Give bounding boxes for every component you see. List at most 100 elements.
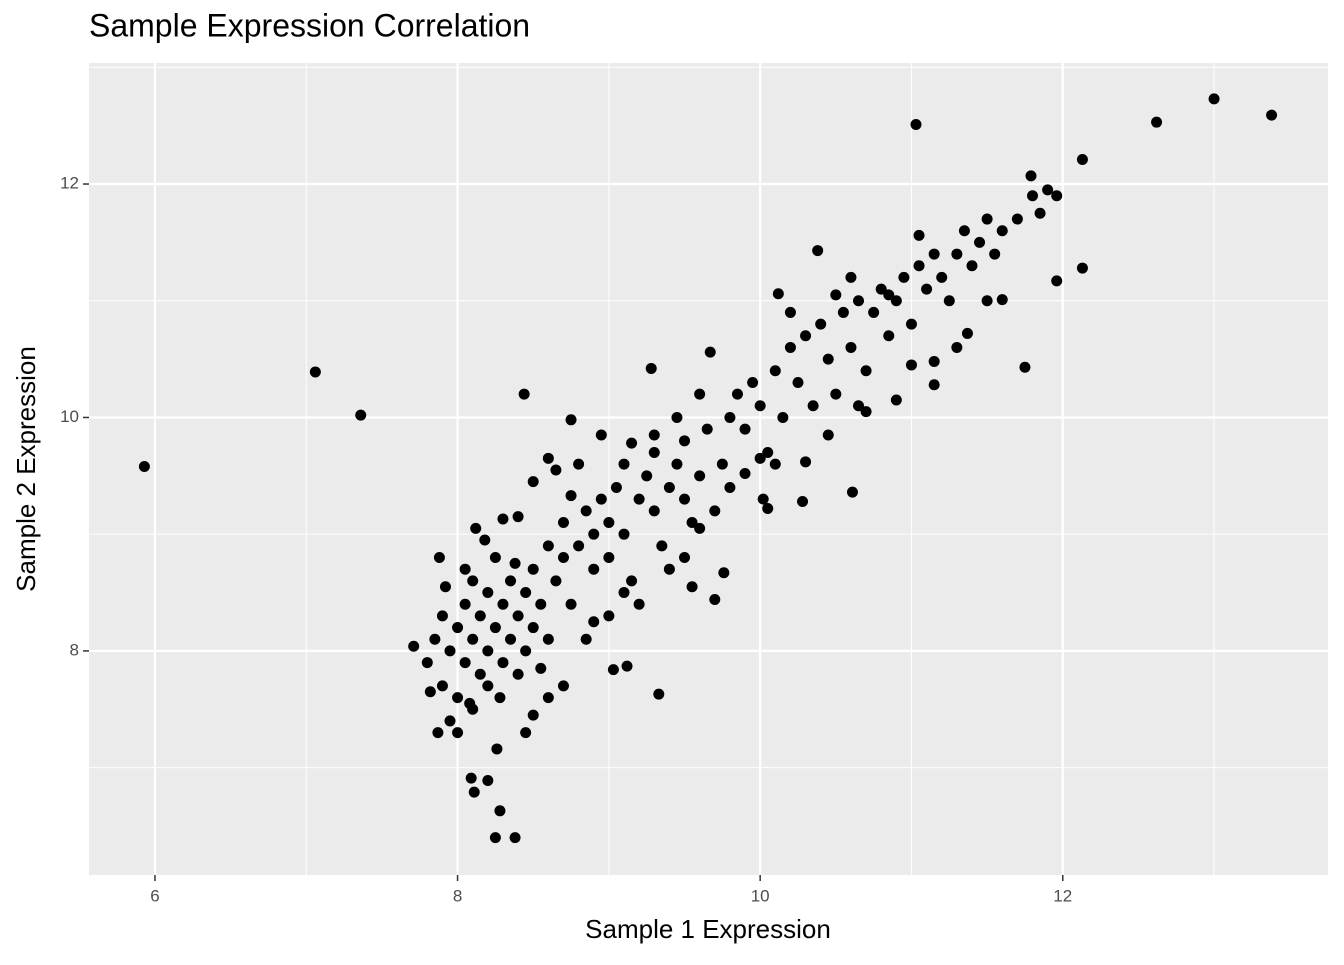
point (913, 229, 925, 241)
point (671, 458, 683, 470)
point (474, 610, 486, 622)
point (883, 289, 895, 301)
point (853, 295, 865, 307)
x-tick-label: 8 (453, 886, 462, 905)
point (694, 388, 706, 400)
point (1034, 207, 1046, 219)
point (868, 306, 880, 318)
point (1019, 361, 1031, 373)
point (747, 376, 759, 388)
point (981, 295, 993, 307)
point (565, 490, 577, 502)
point (439, 581, 451, 593)
point (633, 493, 645, 505)
point (921, 283, 933, 295)
point (800, 330, 812, 342)
point (479, 534, 491, 546)
point (996, 225, 1008, 237)
point (1051, 275, 1063, 287)
point (671, 411, 683, 423)
point (822, 353, 834, 365)
y-axis-title: Sample 2 Expression (11, 346, 41, 592)
point (505, 633, 517, 645)
point (433, 552, 445, 564)
point (769, 458, 781, 470)
point (1042, 184, 1054, 196)
point (762, 503, 774, 515)
point (482, 645, 494, 657)
point (701, 423, 713, 435)
point (928, 379, 940, 391)
point (724, 481, 736, 493)
point (663, 481, 675, 493)
point (989, 248, 1001, 260)
point (557, 680, 569, 692)
point (709, 505, 721, 517)
point (653, 688, 665, 700)
point (875, 283, 887, 295)
point (470, 522, 482, 534)
point (542, 452, 554, 464)
point (784, 341, 796, 353)
point (429, 633, 441, 645)
point (656, 540, 668, 552)
point (663, 563, 675, 575)
point (910, 119, 922, 131)
point (527, 709, 539, 721)
point (1266, 109, 1278, 121)
point (679, 435, 691, 447)
point (641, 470, 653, 482)
point (898, 271, 910, 283)
point (452, 692, 464, 704)
point (883, 330, 895, 342)
x-tick-label: 12 (1053, 886, 1072, 905)
point (527, 476, 539, 488)
point (958, 225, 970, 237)
point (686, 517, 698, 529)
point (815, 318, 827, 330)
point (535, 598, 547, 610)
point (588, 616, 600, 628)
point (974, 236, 986, 248)
point (355, 409, 367, 421)
point (565, 598, 577, 610)
point (489, 622, 501, 634)
point (1051, 190, 1063, 202)
point (694, 522, 706, 534)
point (444, 645, 456, 657)
point (645, 362, 657, 374)
point (951, 341, 963, 353)
point (648, 446, 660, 458)
point (769, 365, 781, 377)
point (512, 610, 524, 622)
point (610, 481, 622, 493)
point (535, 662, 547, 674)
point (777, 411, 789, 423)
point (497, 598, 509, 610)
point (459, 657, 471, 669)
point (595, 429, 607, 441)
point (482, 774, 494, 786)
point (626, 575, 638, 587)
point (424, 686, 436, 698)
point (467, 575, 479, 587)
y-tick-label: 12 (60, 174, 79, 193)
point (467, 633, 479, 645)
point (512, 668, 524, 680)
point (648, 505, 660, 517)
point (830, 388, 842, 400)
point (1151, 116, 1163, 128)
point (138, 460, 150, 472)
point (550, 575, 562, 587)
point (603, 552, 615, 564)
point (464, 697, 476, 709)
point (996, 294, 1008, 306)
point (762, 446, 774, 458)
point (822, 429, 834, 441)
point (542, 540, 554, 552)
point (580, 505, 592, 517)
point (1076, 154, 1088, 166)
point (812, 245, 824, 257)
point (468, 786, 480, 798)
